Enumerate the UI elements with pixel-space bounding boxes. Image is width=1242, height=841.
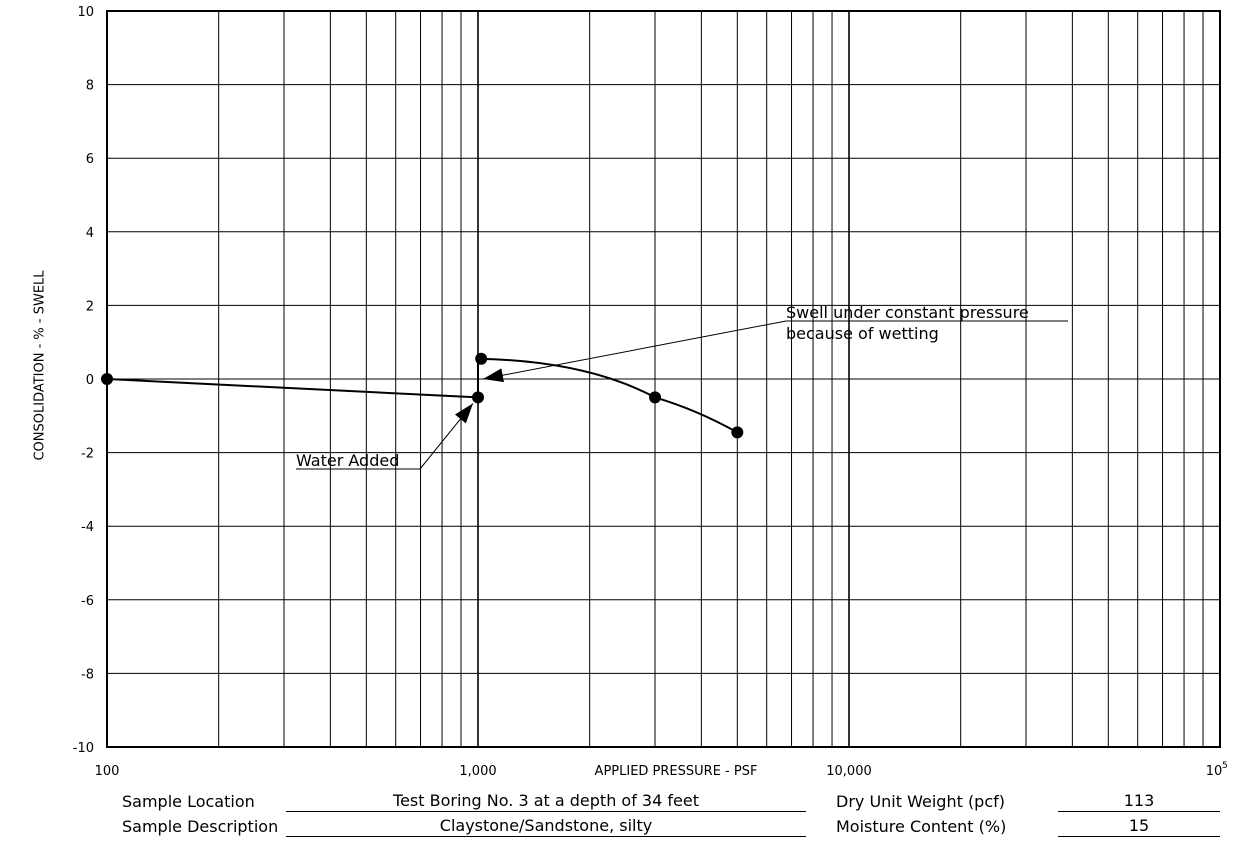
x-axis-label: APPLIED PRESSURE - PSF bbox=[595, 764, 758, 779]
x-tick-exponent: 5 bbox=[1222, 761, 1228, 771]
moisture-content-value: 15 bbox=[1058, 816, 1220, 837]
y-tick-label: -2 bbox=[81, 447, 94, 462]
x-tick-label: 10,000 bbox=[826, 764, 872, 779]
annotation-water-arrowhead bbox=[454, 403, 473, 424]
data-point bbox=[731, 426, 744, 439]
chart-annotations: Swell under constant pressure because of … bbox=[296, 303, 1068, 470]
y-tick-label: -4 bbox=[81, 520, 94, 535]
curve-segment bbox=[106, 378, 479, 399]
x-tick-label: 100 bbox=[95, 764, 120, 779]
annotation-swell-arrowhead bbox=[483, 368, 504, 383]
sample-location-value: Test Boring No. 3 at a depth of 34 feet bbox=[286, 791, 806, 812]
annotation-swell-line-1: Swell under constant pressure bbox=[786, 303, 1029, 322]
annotation-swell-line-2: because of wetting bbox=[786, 324, 939, 343]
y-axis-label: CONSOLIDATION - % - SWELL bbox=[32, 270, 48, 461]
y-tick-label: 8 bbox=[86, 79, 94, 94]
y-tick-label: 2 bbox=[86, 299, 94, 314]
y-tick-label: -6 bbox=[81, 594, 94, 609]
sample-description-label: Sample Description bbox=[122, 817, 279, 836]
data-point bbox=[472, 391, 484, 404]
y-tick-label: -8 bbox=[81, 667, 94, 682]
annotation-swell-leader bbox=[482, 320, 787, 380]
chart-grid bbox=[107, 11, 1220, 747]
x-tick-label: 10 bbox=[1206, 764, 1223, 779]
data-point bbox=[475, 352, 488, 365]
moisture-content-label: Moisture Content (%) bbox=[836, 817, 1007, 836]
dry-unit-weight-label: Dry Unit Weight (pcf) bbox=[836, 792, 1006, 811]
annotation-water-added: Water Added bbox=[296, 451, 399, 470]
chart-curve-layer bbox=[101, 352, 744, 439]
sample-location-label: Sample Location bbox=[122, 792, 255, 811]
x-tick-label: 1,000 bbox=[459, 764, 496, 779]
y-tick-label: -10 bbox=[73, 741, 94, 756]
sample-description-value: Claystone/Sandstone, silty bbox=[286, 816, 806, 837]
data-point bbox=[649, 391, 662, 404]
curve-segment bbox=[477, 357, 738, 434]
y-tick-label: 10 bbox=[77, 5, 94, 20]
dry-unit-weight-value: 113 bbox=[1058, 791, 1220, 812]
y-tick-label: 0 bbox=[86, 373, 94, 388]
y-tick-label: 4 bbox=[86, 226, 94, 241]
y-tick-label: 6 bbox=[86, 152, 94, 167]
plot-area-frame bbox=[106, 10, 1221, 748]
